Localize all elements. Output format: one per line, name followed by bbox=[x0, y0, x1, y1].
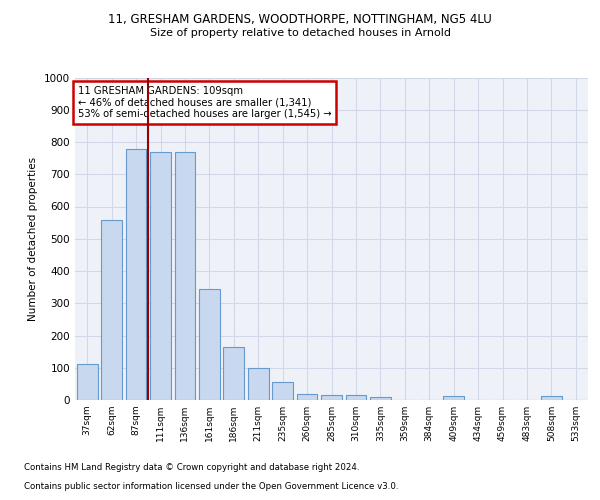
Text: Size of property relative to detached houses in Arnold: Size of property relative to detached ho… bbox=[149, 28, 451, 38]
Bar bbox=[321, 396, 342, 400]
Bar bbox=[346, 396, 367, 400]
Bar bbox=[541, 396, 562, 400]
Bar bbox=[248, 368, 269, 400]
Text: 11, GRESHAM GARDENS, WOODTHORPE, NOTTINGHAM, NG5 4LU: 11, GRESHAM GARDENS, WOODTHORPE, NOTTING… bbox=[108, 12, 492, 26]
Bar bbox=[150, 152, 171, 400]
Bar bbox=[199, 290, 220, 400]
Text: Contains public sector information licensed under the Open Government Licence v3: Contains public sector information licen… bbox=[24, 482, 398, 491]
Bar bbox=[296, 394, 317, 400]
Bar bbox=[223, 347, 244, 400]
Bar bbox=[125, 149, 146, 400]
Text: 11 GRESHAM GARDENS: 109sqm
← 46% of detached houses are smaller (1,341)
53% of s: 11 GRESHAM GARDENS: 109sqm ← 46% of deta… bbox=[77, 86, 331, 119]
Y-axis label: Number of detached properties: Number of detached properties bbox=[28, 156, 38, 321]
Bar bbox=[272, 382, 293, 400]
Bar bbox=[101, 220, 122, 400]
Bar bbox=[370, 397, 391, 400]
Bar bbox=[77, 364, 98, 400]
Text: Contains HM Land Registry data © Crown copyright and database right 2024.: Contains HM Land Registry data © Crown c… bbox=[24, 464, 359, 472]
Bar bbox=[175, 152, 196, 400]
Bar bbox=[443, 396, 464, 400]
